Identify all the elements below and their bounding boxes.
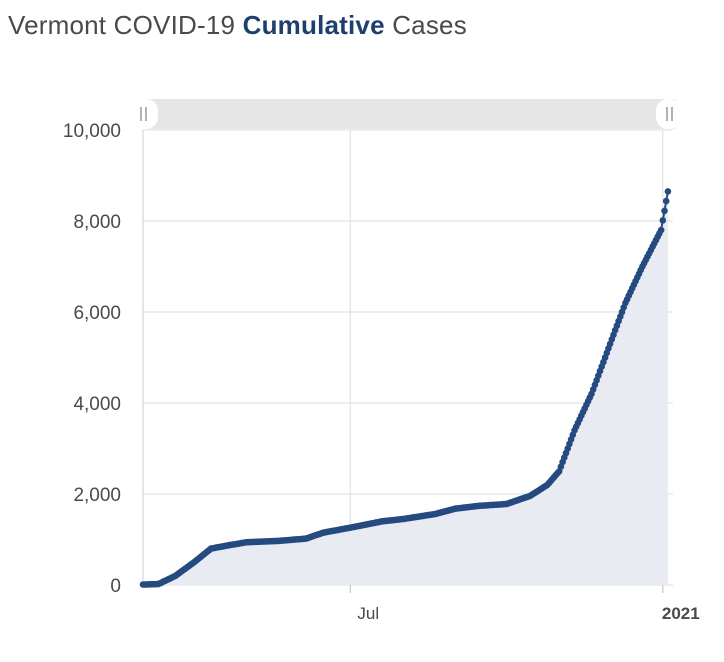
series-area — [143, 191, 668, 585]
y-tick-label: 2,000 — [73, 485, 121, 506]
navigator-handle-left[interactable] — [132, 99, 158, 129]
navigator-track — [142, 99, 676, 129]
data-point[interactable] — [662, 197, 670, 205]
data-point[interactable] — [664, 188, 672, 195]
data-point[interactable] — [661, 207, 668, 215]
x-tick-label: 2021 — [662, 604, 700, 623]
title-prefix: Vermont COVID-19 — [8, 10, 236, 40]
title-emphasis: Cumulative — [242, 10, 385, 40]
plot-area: 0 2,000 4,000 6,000 8,000 10,000 Jul 2021 — [63, 121, 700, 623]
chart-title: Vermont COVID-19 Cumulative Cases — [8, 10, 467, 41]
y-tick-label: 6,000 — [73, 303, 121, 324]
y-tick-label: 4,000 — [73, 394, 121, 415]
title-suffix: Cases — [392, 10, 467, 40]
data-point[interactable] — [659, 217, 667, 224]
y-tick-label: 8,000 — [73, 212, 121, 233]
y-tick-label: 10,000 — [63, 121, 121, 142]
range-navigator[interactable] — [132, 99, 682, 129]
x-tick-label: Jul — [357, 604, 379, 623]
data-point[interactable] — [657, 226, 665, 234]
navigator-handle-right[interactable] — [656, 99, 682, 129]
y-tick-label: 0 — [110, 576, 121, 597]
